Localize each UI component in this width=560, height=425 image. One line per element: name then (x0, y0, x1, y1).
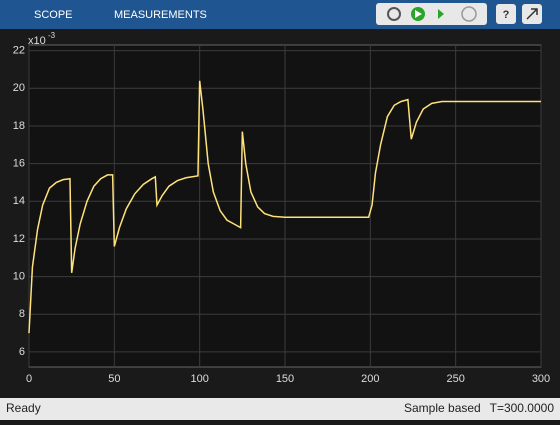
sim-controls (376, 3, 487, 25)
x-tick-label: 300 (532, 373, 550, 385)
y-tick-label: 22 (13, 45, 25, 57)
y-tick-label: 16 (13, 158, 25, 170)
y-tick-label: 14 (13, 195, 25, 207)
expand-icon (526, 8, 538, 20)
y-multiplier: x10 (28, 35, 46, 47)
step-back-button[interactable] (387, 7, 401, 21)
x-tick-label: 100 (190, 373, 208, 385)
y-tick-label: 8 (19, 308, 25, 320)
y-tick-label: 12 (13, 233, 25, 245)
y-tick-label: 18 (13, 120, 25, 132)
step-forward-button[interactable] (438, 9, 444, 19)
y-tick-label: 20 (13, 82, 25, 94)
x-tick-label: 200 (361, 373, 379, 385)
status-state: Ready (6, 401, 41, 415)
stop-button[interactable] (461, 6, 477, 22)
help-icon: ? (503, 9, 510, 21)
y-tick-label: 6 (19, 346, 25, 358)
x-tick-label: 150 (276, 373, 294, 385)
x-tick-label: 0 (26, 373, 32, 385)
help-button[interactable] (496, 4, 516, 24)
data-line (28, 80, 541, 334)
x-tick-label: 250 (446, 373, 464, 385)
tab[interactable]: MEASUREMENTS (114, 9, 207, 21)
status-bar (0, 398, 560, 420)
y-multiplier-exponent: -3 (48, 31, 56, 40)
run-icon (415, 10, 422, 18)
tab[interactable]: SCOPE (34, 9, 73, 21)
x-tick-label: 50 (108, 373, 120, 385)
status-time: T=300.0000 (490, 401, 555, 415)
y-tick-label: 10 (13, 271, 25, 283)
status-mode: Sample based (404, 401, 481, 415)
